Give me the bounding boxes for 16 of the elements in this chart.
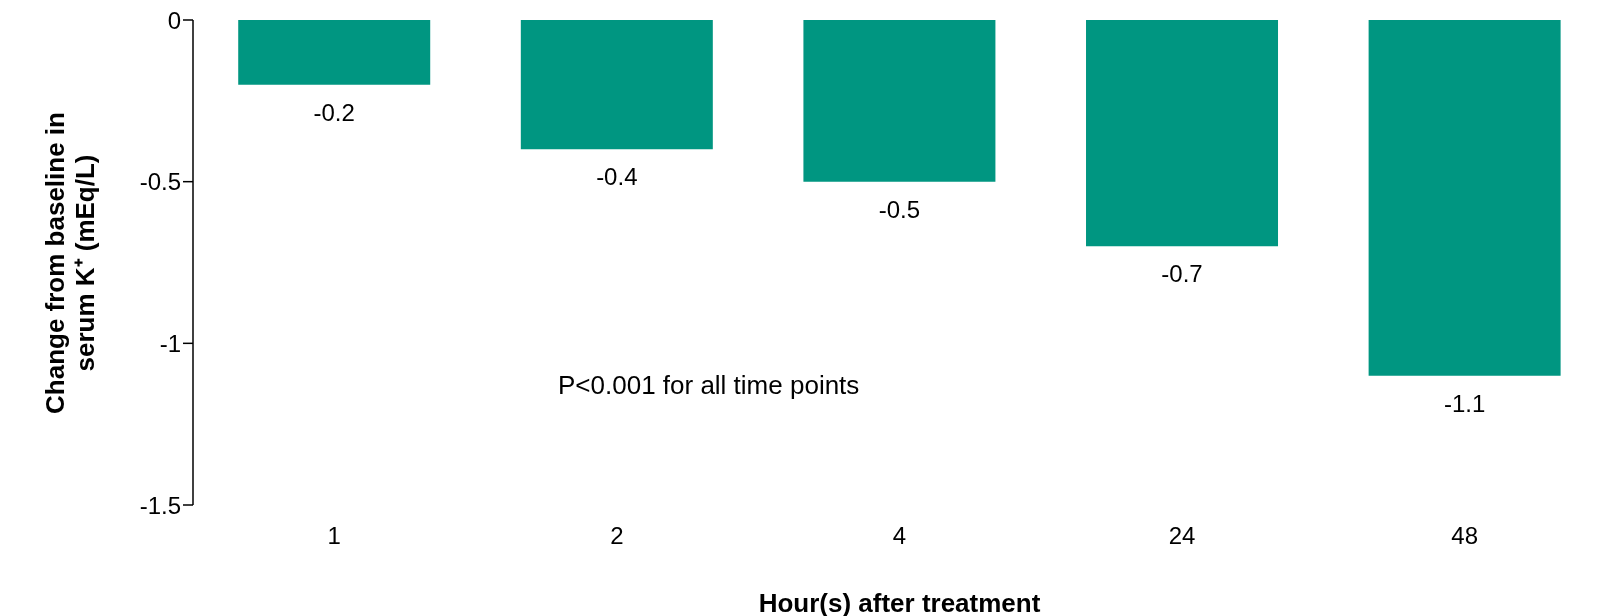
data-label: -0.5 (878, 195, 921, 223)
data-label: -1.1 (1443, 389, 1486, 417)
annotation: P<0.001 for all time points (558, 370, 860, 401)
x-tick-label: 2 (610, 522, 624, 550)
y-tick-label: 0 (167, 6, 181, 34)
data-label: -0.2 (313, 98, 355, 126)
y-tick-label: -0.5 (139, 168, 181, 196)
data-label: -0.7 (1161, 260, 1203, 288)
data-label: -0.4 (596, 163, 638, 191)
x-tick-label: 24 (1168, 522, 1196, 550)
y-tick-label: -1.5 (139, 491, 181, 519)
y-axis-title: Change from baseline in serum K⁺ (mEq/L) (40, 111, 100, 416)
x-tick-label: 4 (892, 522, 907, 550)
y-tick-label: -1 (159, 329, 181, 357)
x-tick-label: 1 (327, 522, 341, 550)
x-tick-label: 48 (1451, 522, 1479, 550)
